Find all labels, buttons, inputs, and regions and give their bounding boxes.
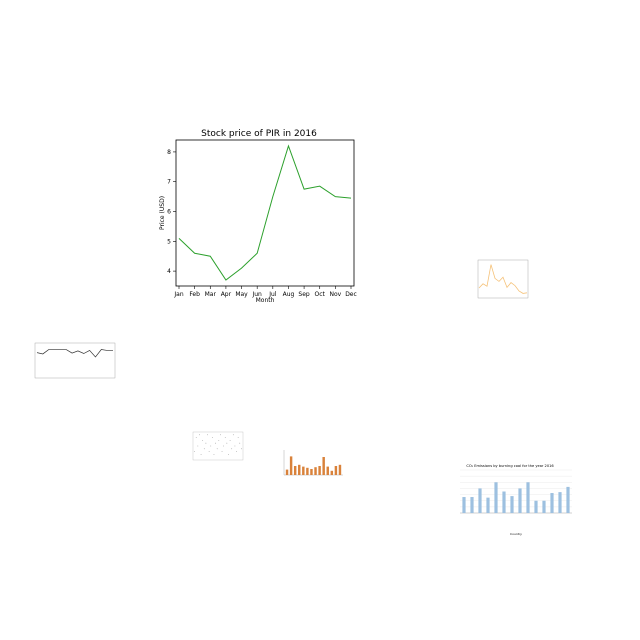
y-tick-label: 8: [167, 149, 171, 156]
scatter-point: [211, 437, 213, 438]
scatter-point: [207, 434, 208, 436]
y-tick-label: 7: [167, 179, 171, 186]
small-scatter-svg: [192, 431, 244, 461]
y-axis-label: Price (USD): [159, 196, 166, 230]
scatter-point: [216, 448, 218, 450]
scatter-point: [208, 451, 210, 452]
scatter-point: [232, 434, 234, 436]
x-tick-label: Mar: [205, 291, 217, 298]
x-tick-label: May: [235, 291, 248, 298]
scatter-point: [234, 445, 236, 447]
bar: [334, 466, 338, 475]
small-orange-line-svg: [477, 259, 529, 299]
scatter-point: [202, 440, 204, 441]
small-orange-bar-svg: [283, 450, 343, 476]
x-tick-label: Sep: [298, 291, 310, 298]
co2-bar-svg: CO₂ Emissions by burning coal for the ye…: [460, 464, 572, 536]
small-dark-line-chart: [25, 333, 120, 393]
scatter-point: [240, 448, 242, 450]
x-tick-label: Jun: [251, 291, 262, 298]
x-tick-label: Nov: [330, 291, 342, 298]
scatter-point: [213, 454, 215, 455]
x-axis-label: Month: [256, 297, 275, 304]
scatter-point: [203, 448, 205, 450]
scatter-point: [221, 451, 223, 452]
small-scatter-chart: [188, 428, 248, 468]
small-orange-bar-chart: [276, 445, 346, 490]
bar: [486, 497, 490, 513]
bar: [470, 497, 474, 513]
plot-frame: [175, 139, 355, 287]
co2-bar-chart: CO₂ Emissions by burning coal for the ye…: [445, 460, 575, 540]
scatter-point: [239, 442, 241, 444]
bar: [306, 467, 309, 475]
y-tick-label: 5: [167, 238, 171, 245]
scatter-point: [210, 445, 212, 447]
bar: [298, 464, 301, 475]
scatter-point: [197, 445, 199, 447]
scatter-point: [200, 454, 202, 455]
scatter-point: [223, 445, 225, 447]
bar: [302, 466, 305, 475]
plot-frame: [192, 431, 244, 461]
scatter-point: [218, 440, 220, 441]
bar: [322, 457, 325, 475]
scatter-point: [226, 442, 228, 444]
orange-series-line: [478, 264, 528, 294]
scatter-point: [199, 434, 200, 436]
bar: [566, 486, 570, 513]
scatter-point: [229, 440, 231, 441]
plot-frame: [477, 259, 529, 299]
bar: [542, 500, 546, 513]
small-dark-line-svg: [34, 342, 116, 379]
bar: [526, 482, 530, 513]
scatter-point: [195, 437, 197, 438]
bar: [510, 496, 514, 513]
chart-title: CO₂ Emissions by burning coal for the ye…: [466, 464, 554, 468]
y-tick-label: 6: [167, 209, 171, 216]
bar: [310, 469, 313, 475]
bar: [318, 466, 321, 475]
scatter-point: [237, 437, 239, 438]
scatter-point: [205, 442, 207, 444]
bar: [338, 464, 342, 475]
scatter-point: [194, 451, 196, 452]
x-axis-label: Country: [510, 532, 522, 536]
scatter-point: [224, 437, 226, 438]
bar: [289, 456, 293, 475]
bar: [502, 491, 506, 513]
x-tick-label: Jul: [268, 291, 277, 298]
x-tick-label: Oct: [315, 291, 326, 298]
bar: [494, 482, 498, 513]
bar: [478, 488, 482, 513]
scatter-point: [220, 434, 221, 436]
price-series-line: [178, 144, 352, 281]
small-orange-line-chart: [472, 255, 532, 305]
bar: [293, 466, 297, 475]
bar: [326, 466, 329, 475]
x-tick-label: Aug: [283, 291, 295, 298]
dark-series-line: [36, 349, 113, 358]
x-tick-label: Feb: [189, 291, 200, 298]
bar: [518, 488, 522, 513]
chart-title: Stock price of PIR in 2016: [201, 129, 317, 139]
stock-price-chart: Stock price of PIR in 2016 4 5 6 7 8 Jan Feb M…: [150, 120, 370, 310]
x-tick-label: Jan: [173, 291, 183, 298]
scatter-point: [215, 442, 216, 444]
bar: [550, 493, 554, 513]
bar: [534, 500, 538, 513]
scatter-point: [228, 454, 229, 455]
bar: [330, 470, 334, 475]
plot-frame: [34, 342, 116, 379]
bar: [462, 497, 466, 513]
stock-price-svg: Stock price of PIR in 2016 4 5 6 7 8 Jan Feb M…: [159, 129, 357, 304]
x-tick-label: Apr: [221, 291, 232, 298]
bar: [285, 469, 289, 475]
scatter-point: [236, 451, 237, 452]
bar: [558, 492, 562, 513]
bar: [314, 467, 317, 475]
y-tick-label: 4: [167, 268, 171, 275]
scatter-point: [231, 448, 233, 450]
x-tick-label: Dec: [345, 291, 357, 298]
